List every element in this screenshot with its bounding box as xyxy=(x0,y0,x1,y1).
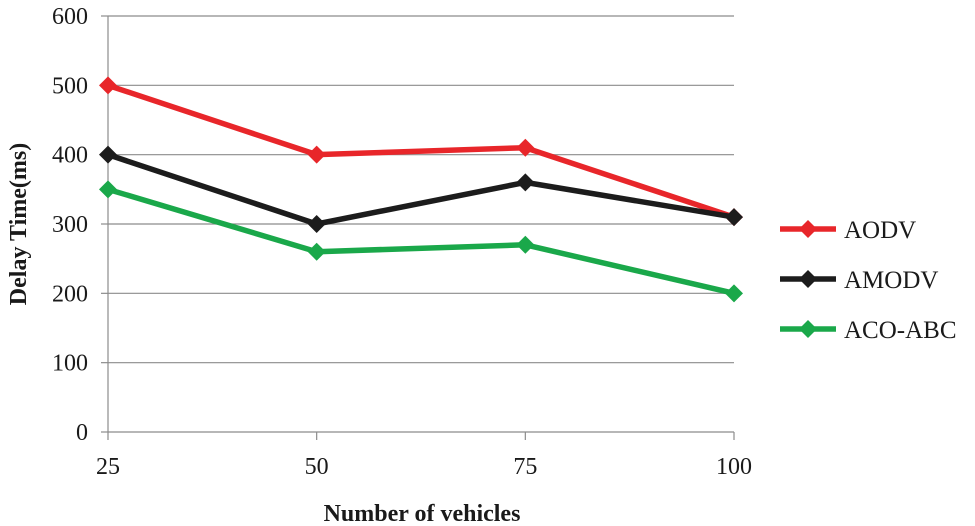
y-tick-label: 100 xyxy=(52,351,88,377)
y-tick-label: 500 xyxy=(52,73,88,99)
series-line-amodv xyxy=(105,151,737,227)
legend-marker xyxy=(799,270,817,288)
data-point-aodv xyxy=(307,145,326,164)
data-point-aco-abc xyxy=(307,242,326,261)
y-tick-label: 600 xyxy=(52,4,88,30)
y-tick-label: 400 xyxy=(52,143,88,169)
y-axis-title: Delay Time(ms) xyxy=(6,143,32,305)
data-point-aco-abc xyxy=(725,284,743,303)
data-point-aco-abc xyxy=(99,180,117,199)
data-point-amodv xyxy=(516,173,535,192)
x-tick-label: 25 xyxy=(96,454,120,480)
y-tick-label: 200 xyxy=(52,281,88,307)
x-tick-label: 100 xyxy=(716,454,752,480)
legend-marker xyxy=(799,320,817,338)
legend-entry-aodv: AODV xyxy=(780,217,916,244)
series-lines xyxy=(99,76,743,303)
data-point-aodv xyxy=(516,138,535,157)
legend: AODV AMODV ACO-ABC xyxy=(780,217,957,344)
x-axis-title: Number of vehicles xyxy=(324,501,521,526)
legend-label: AODV xyxy=(844,217,916,244)
legend-marker xyxy=(799,220,817,238)
legend-label: AMODV xyxy=(844,267,938,294)
legend-entry-aco-abc: ACO-ABC xyxy=(780,317,957,344)
y-tick-label: 300 xyxy=(52,212,88,238)
legend-label: ACO-ABC xyxy=(844,317,957,344)
data-point-amodv xyxy=(725,208,743,227)
y-tick-label: 0 xyxy=(76,420,88,446)
series-amodv xyxy=(99,145,743,233)
series-line-aco-abc xyxy=(105,186,737,297)
axes xyxy=(101,15,735,440)
y-tick-labels: 0 100 200 300 400 500 600 xyxy=(52,4,88,446)
data-point-amodv xyxy=(99,145,117,164)
data-point-amodv xyxy=(307,215,326,233)
data-point-aco-abc xyxy=(516,235,535,254)
x-tick-label: 75 xyxy=(513,454,537,480)
x-tick-label: 50 xyxy=(305,454,329,480)
series-line-aodv xyxy=(105,82,737,220)
x-tick-labels: 25 50 75 100 xyxy=(96,454,752,480)
gridlines xyxy=(108,15,734,364)
legend-entry-amodv: AMODV xyxy=(780,267,938,294)
data-point-aodv xyxy=(99,76,117,95)
series-aco-abc xyxy=(99,180,743,303)
